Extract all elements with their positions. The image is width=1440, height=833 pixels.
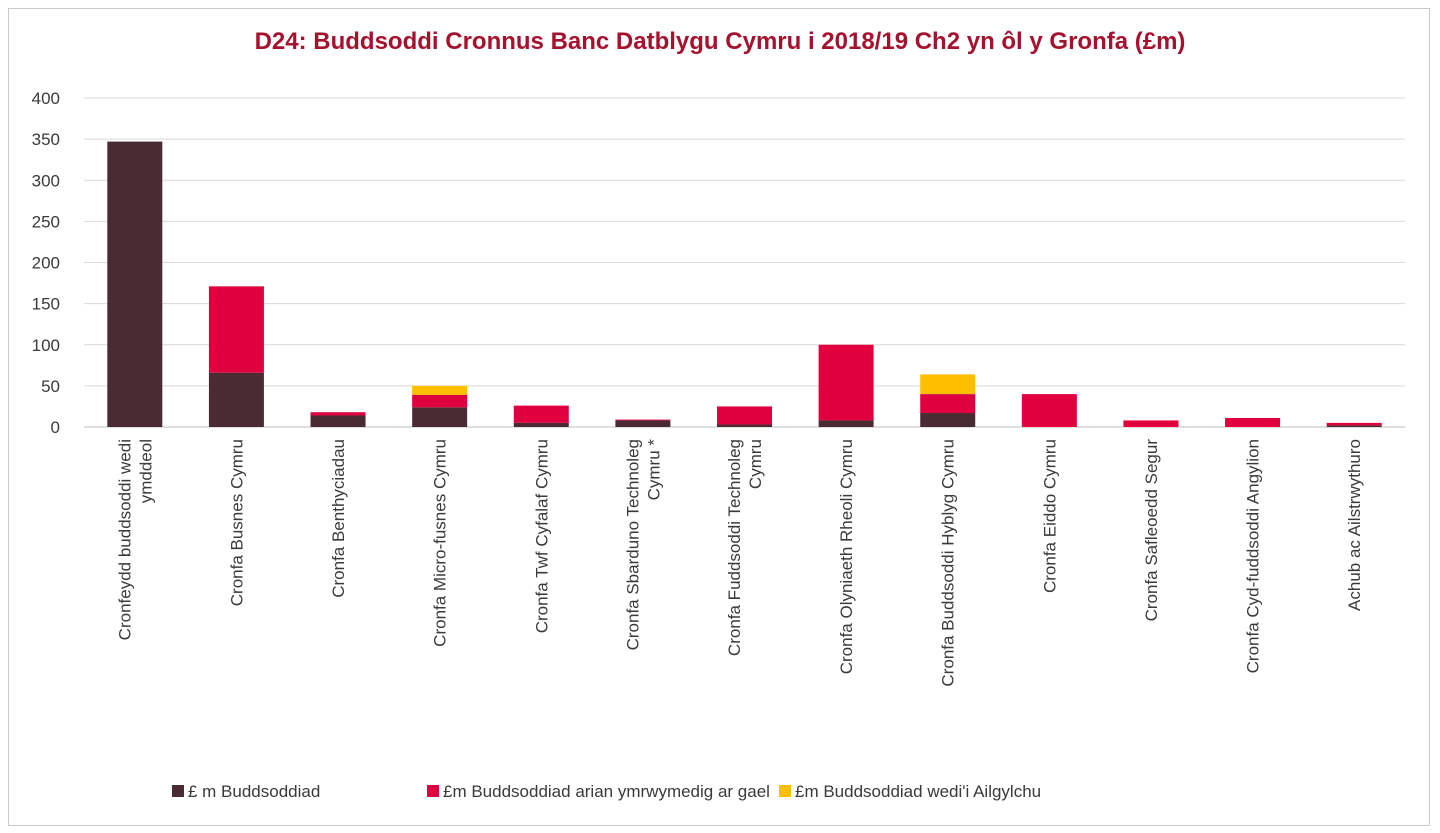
bar-segment-series-1 xyxy=(1123,420,1179,427)
bar-segment-series-1 xyxy=(717,406,772,425)
x-category-label-line: Cymru xyxy=(746,439,765,489)
legend-swatch xyxy=(172,785,184,797)
legend-label: £ m Buddsoddiad xyxy=(188,782,320,801)
x-category-label: Cronfa Micro-fusnes Cymru xyxy=(431,439,450,647)
y-tick-label: 100 xyxy=(32,336,60,355)
bar-segment-series-2 xyxy=(920,374,976,395)
x-category-label: Cronfa Eiddo Cymru xyxy=(1040,439,1059,593)
legend-label: £m Buddsoddiad wedi'i Ailgylchu xyxy=(795,782,1041,801)
x-category-label: Cronfa Cyd-fuddsoddi Angylion xyxy=(1244,439,1263,673)
legend-label: £m Buddsoddiad arian ymrwymedig ar gael xyxy=(443,782,770,801)
legend-swatch xyxy=(427,785,439,797)
x-category-label-line: Cronfeydd buddsoddi wedi xyxy=(115,439,134,640)
x-category-label: Cronfeydd buddsoddi wedi ymddeol xyxy=(115,439,155,640)
x-category-label: Achub ac Ailstrwythuro xyxy=(1345,439,1364,611)
x-category-label-line: Achub ac Ailstrwythuro xyxy=(1345,439,1364,611)
bar-segment-series-1 xyxy=(1326,422,1382,426)
x-category-label-line: Cronfa Benthyciadau xyxy=(329,439,348,598)
bar-segment-series-0 xyxy=(717,424,772,427)
bar-segment-series-0 xyxy=(208,372,264,427)
x-axis-labels: Cronfeydd buddsoddi wedi ymddeol Cronfa Bu… xyxy=(115,439,1364,687)
bar-segment-series-1 xyxy=(615,419,671,421)
gridlines xyxy=(84,97,1405,428)
y-tick-label: 300 xyxy=(32,171,60,190)
bar-segment-series-0 xyxy=(818,420,874,427)
bar-segment-series-1 xyxy=(208,286,264,373)
y-tick-label: 0 xyxy=(51,418,60,437)
x-category-label: Cronfa Fuddsoddi Technoleg Cymru xyxy=(725,439,765,656)
x-category-label-line: Cymru * xyxy=(644,439,663,501)
y-tick-label: 400 xyxy=(32,89,60,108)
x-category-label: Cronfa Twf Cyfalaf Cymru xyxy=(532,439,551,633)
x-category-label-line: Cronfa Safleoedd Segur xyxy=(1142,439,1161,622)
bar-segment-series-1 xyxy=(1021,394,1077,427)
x-category-label-line: Cronfa Buddsoddi Hyblyg Cymru xyxy=(939,439,958,687)
x-category-label-line: Cronfa Twf Cyfalaf Cymru xyxy=(532,439,551,633)
y-tick-label: 200 xyxy=(32,254,60,273)
bar-segment-series-0 xyxy=(107,141,163,427)
bar-segment-series-1 xyxy=(513,405,569,423)
x-category-label: Cronfa Benthyciadau xyxy=(329,439,348,598)
x-category-label: Cronfa Sbarduno Technoleg Cymru * xyxy=(623,439,663,651)
chart-title: D24: Buddsoddi Cronnus Banc Datblygu Cym… xyxy=(254,28,1186,55)
bar-segment-series-0 xyxy=(412,407,468,427)
y-tick-label: 350 xyxy=(32,130,60,149)
x-category-label: Cronfa Safleoedd Segur xyxy=(1142,439,1161,622)
bar-segment-series-0 xyxy=(1326,425,1382,427)
bar-segment-series-1 xyxy=(310,412,366,416)
x-category-label-line: Cronfa Micro-fusnes Cymru xyxy=(431,439,450,647)
bar-segment-series-0 xyxy=(920,413,976,427)
bar-segment-series-0 xyxy=(513,422,569,427)
x-category-label: Cronfa Buddsoddi Hyblyg Cymru xyxy=(939,439,958,687)
legend-swatch xyxy=(779,785,791,797)
y-axis-ticks: 0 50 100 150 200 250 300 350 400 xyxy=(32,89,60,437)
x-category-label-line: Cronfa Cyd-fuddsoddi Angylion xyxy=(1244,439,1263,673)
y-tick-label: 150 xyxy=(32,295,60,314)
legend: £ m Buddsoddiad £m Buddsoddiad arian ymrw… xyxy=(172,782,1041,801)
x-category-label: Cronfa Olyniaeth Rheoli Cymru xyxy=(837,439,856,674)
x-category-label-line: Cronfa Fuddsoddi Technoleg xyxy=(725,439,744,656)
x-category-label-line: Cronfa Busnes Cymru xyxy=(227,439,246,606)
x-category-label-line: Cronfa Eiddo Cymru xyxy=(1040,439,1059,593)
x-category-label-line: Cronfa Sbarduno Technoleg xyxy=(623,439,642,650)
bar-segment-series-1 xyxy=(1225,417,1281,427)
bar-segment-series-2 xyxy=(412,385,468,395)
bar-segment-series-1 xyxy=(818,344,874,421)
bars xyxy=(107,141,1382,427)
bar-segment-series-0 xyxy=(310,415,366,427)
x-category-label-line: ymddeol xyxy=(136,439,155,503)
bar-segment-series-1 xyxy=(920,394,976,414)
x-category-label-line: Cronfa Olyniaeth Rheoli Cymru xyxy=(837,439,856,674)
x-category-label: Cronfa Busnes Cymru xyxy=(227,439,246,606)
bar-segment-series-1 xyxy=(412,394,468,408)
y-tick-label: 250 xyxy=(32,212,60,231)
bar-segment-series-0 xyxy=(615,420,671,427)
y-tick-label: 50 xyxy=(41,377,60,396)
